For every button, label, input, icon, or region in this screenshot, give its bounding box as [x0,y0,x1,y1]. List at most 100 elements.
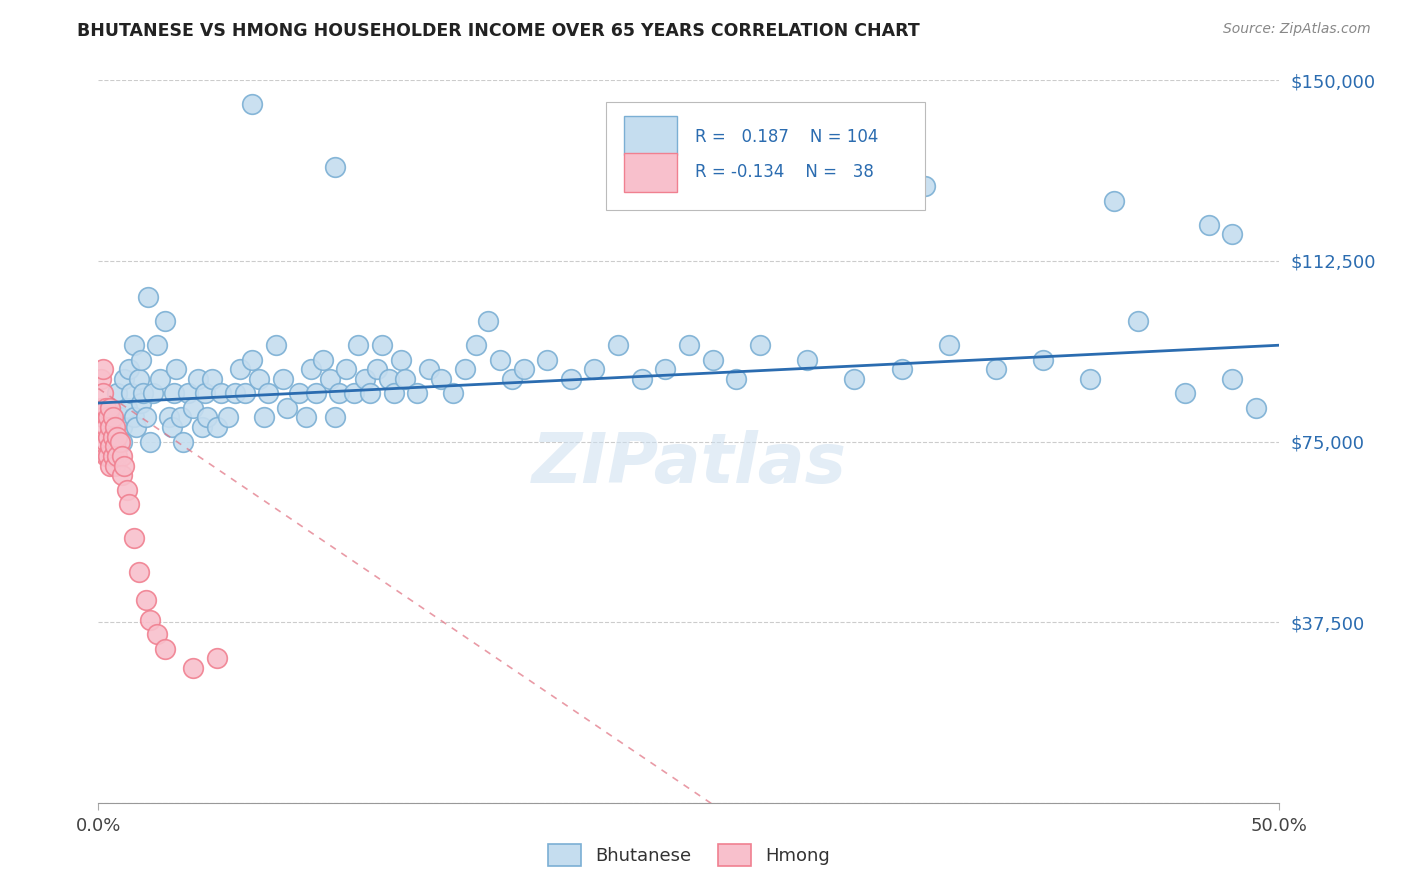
Point [104,420,127,434]
Point [129,352,152,367]
Point [406,386,429,401]
Point [160,420,183,434]
Point [1244,401,1267,415]
Point [142,386,165,401]
Point [94,401,117,415]
Point [97,430,120,444]
Point [111,449,134,463]
Point [748,338,770,352]
Point [118,362,141,376]
Point [146,338,169,352]
Point [108,410,131,425]
Point [125,420,148,434]
Point [153,641,176,656]
Point [312,352,335,367]
Point [418,362,440,376]
Point [118,497,141,511]
FancyBboxPatch shape [624,153,678,193]
Point [122,338,145,352]
Point [101,410,124,425]
Point [354,372,377,386]
FancyBboxPatch shape [606,102,925,211]
Point [323,160,346,174]
Point [247,372,270,386]
Point [394,372,416,386]
Point [501,372,523,386]
Text: ZIPatlas: ZIPatlas [531,430,846,497]
Point [725,372,748,386]
Point [98,458,121,473]
Point [453,362,475,376]
Point [489,352,512,367]
Point [319,372,342,386]
Point [105,386,128,401]
Point [115,483,138,497]
Point [299,362,322,376]
Point [163,386,186,401]
Point [105,430,128,444]
Point [94,434,117,449]
Point [430,372,453,386]
Point [90,372,112,386]
Point [97,449,120,463]
Point [205,651,228,665]
Point [146,627,169,641]
Point [441,386,464,401]
Point [890,362,912,376]
Point [295,410,318,425]
Point [229,362,252,376]
Point [181,401,204,415]
Point [112,372,135,386]
Point [91,386,114,401]
Point [914,179,936,194]
Point [128,372,150,386]
Point [132,386,155,401]
Point [98,420,121,434]
Point [328,386,350,401]
Point [94,449,117,463]
Point [187,372,209,386]
Text: Source: ZipAtlas.com: Source: ZipAtlas.com [1223,22,1371,37]
Point [1032,352,1054,367]
Point [1126,314,1149,328]
Point [654,362,676,376]
Point [177,386,200,401]
Point [378,372,401,386]
Point [253,410,276,425]
Point [153,314,176,328]
Point [139,613,162,627]
Legend: Bhutanese, Hmong: Bhutanese, Hmong [541,837,837,873]
Point [536,352,558,367]
Point [224,386,246,401]
Point [512,362,534,376]
Point [1102,194,1125,208]
Point [607,338,630,352]
Point [101,430,124,444]
Point [288,386,311,401]
Point [630,372,652,386]
Point [165,362,187,376]
Point [90,401,112,415]
Point [121,386,143,401]
Point [122,531,145,545]
Point [335,362,357,376]
Point [1080,372,1102,386]
Point [115,401,138,415]
Point [342,386,364,401]
Text: R = -0.134    N =   38: R = -0.134 N = 38 [695,163,873,181]
Point [1220,227,1243,242]
Point [560,372,582,386]
Point [104,458,127,473]
Text: R =   0.187    N = 104: R = 0.187 N = 104 [695,128,879,145]
Point [583,362,606,376]
Point [136,290,159,304]
Point [271,372,294,386]
Point [98,401,121,415]
Point [382,386,405,401]
Point [122,410,145,425]
Point [129,396,152,410]
Point [101,449,124,463]
Point [678,338,700,352]
Point [240,97,263,112]
Point [98,439,121,453]
